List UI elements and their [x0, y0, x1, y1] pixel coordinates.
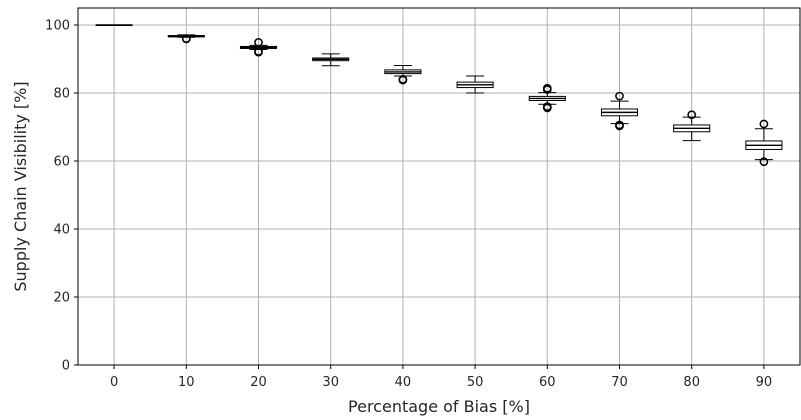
box-group [673, 110, 711, 142]
outlier-point [398, 75, 408, 84]
outlier-point [254, 47, 263, 56]
outlier-point [542, 102, 552, 111]
x-tick-label: 80 [683, 375, 700, 390]
y-tick-label: 80 [53, 87, 70, 102]
x-tick-label: 60 [539, 375, 556, 390]
y-tick-label: 20 [53, 291, 70, 306]
x-tick-label: 70 [611, 375, 628, 390]
box-group [95, 24, 133, 26]
y-tick-label: 100 [45, 19, 70, 34]
y-tick-label: 40 [53, 223, 70, 238]
x-tick-label: 10 [178, 375, 195, 390]
x-axis: 0 10 20 30 40 50 60 70 80 90 [110, 365, 772, 390]
box-group [600, 91, 639, 131]
y-tick-label: 0 [62, 359, 70, 374]
x-tick-label: 20 [250, 375, 267, 390]
x-tick-label: 50 [467, 375, 484, 390]
outlier-point [254, 37, 263, 47]
x-axis-title: Percentage of Bias [%] [348, 397, 530, 416]
outlier-point [615, 120, 624, 130]
box-group [312, 53, 350, 67]
x-tick-label: 30 [322, 375, 339, 390]
box-group [528, 83, 566, 113]
plot-frame [77, 7, 801, 366]
box-group [384, 64, 422, 85]
box-series [95, 24, 783, 167]
y-tick-label: 60 [53, 155, 70, 170]
outlier-point [759, 119, 769, 129]
outlier-point [181, 34, 191, 43]
y-axis: 0 20 40 60 80 100 [45, 19, 78, 374]
x-tick-label: 90 [756, 375, 773, 390]
outlier-point [542, 83, 552, 93]
outlier-point [687, 110, 697, 120]
box-group [167, 34, 205, 44]
y-axis-title: Supply Chain Visibility [%] [11, 81, 30, 291]
box-group [456, 75, 494, 94]
x-tick-label: 0 [110, 375, 118, 390]
outlier-point [615, 91, 624, 101]
box-group [745, 119, 783, 167]
x-tick-label: 40 [395, 375, 412, 390]
box-group [239, 37, 278, 57]
outlier-point [759, 157, 769, 167]
